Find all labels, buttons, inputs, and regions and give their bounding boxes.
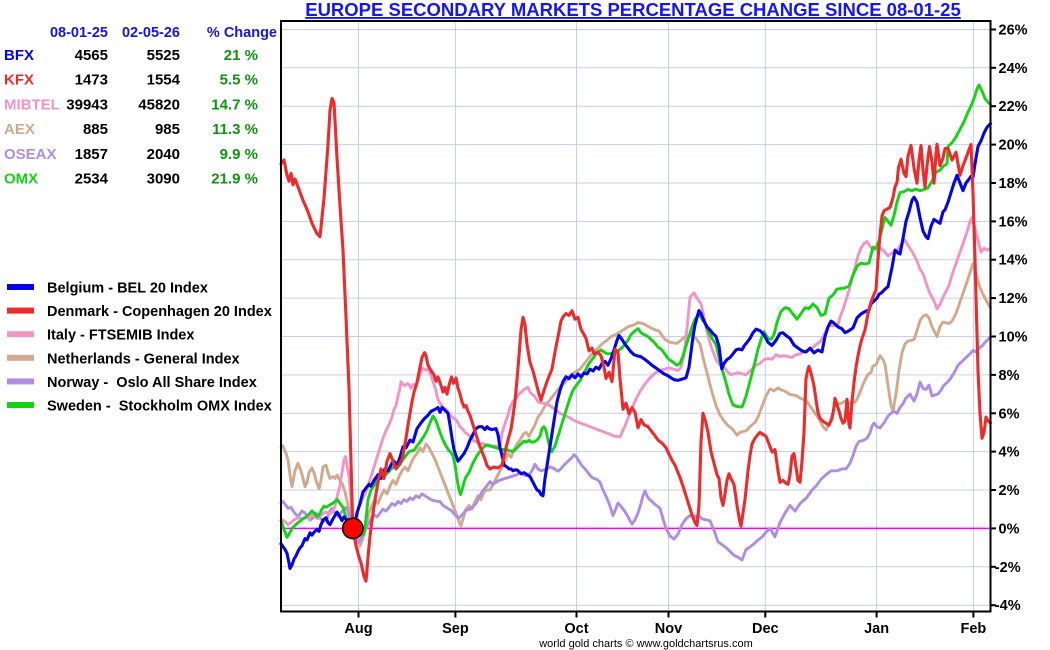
svg-text:5525: 5525 bbox=[147, 47, 180, 64]
svg-text:1473: 1473 bbox=[75, 72, 108, 89]
svg-text:21.9 %: 21.9 % bbox=[211, 171, 258, 188]
svg-text:KFX: KFX bbox=[4, 72, 34, 89]
svg-text:Sweden - Stockholm OMX Index: Sweden - Stockholm OMX Index bbox=[47, 399, 272, 415]
svg-text:6%: 6% bbox=[999, 406, 1020, 422]
svg-text:Oct: Oct bbox=[564, 621, 588, 637]
svg-text:2534: 2534 bbox=[75, 171, 109, 188]
svg-text:Nov: Nov bbox=[655, 621, 682, 637]
svg-text:14%: 14% bbox=[999, 253, 1028, 269]
svg-text:Sep: Sep bbox=[442, 621, 469, 637]
svg-text:20%: 20% bbox=[999, 138, 1028, 154]
svg-text:8%: 8% bbox=[999, 368, 1020, 384]
svg-text:BFX: BFX bbox=[4, 47, 34, 64]
svg-text:EUROPE SECONDARY MARKETS PERCE: EUROPE SECONDARY MARKETS PERCENTAGE CHAN… bbox=[305, 0, 961, 20]
svg-text:Netherlands - General Index: Netherlands - General Index bbox=[47, 351, 240, 367]
svg-text:MIBTEL: MIBTEL bbox=[4, 96, 60, 113]
svg-text:Belgium - BEL 20 Index: Belgium - BEL 20 Index bbox=[47, 281, 208, 297]
svg-text:world gold charts © www.goldch: world gold charts © www.goldchartsrus.co… bbox=[538, 638, 753, 650]
svg-text:-2%: -2% bbox=[995, 560, 1021, 576]
svg-text:16%: 16% bbox=[999, 214, 1028, 230]
svg-text:2040: 2040 bbox=[147, 146, 180, 163]
svg-text:10%: 10% bbox=[999, 330, 1028, 346]
svg-text:12%: 12% bbox=[999, 291, 1028, 307]
svg-text:4%: 4% bbox=[999, 445, 1020, 461]
svg-text:885: 885 bbox=[83, 121, 108, 138]
svg-text:14.7 %: 14.7 % bbox=[211, 96, 258, 113]
svg-text:3090: 3090 bbox=[147, 171, 180, 188]
svg-text:2%: 2% bbox=[999, 483, 1020, 499]
svg-text:Jan: Jan bbox=[864, 621, 889, 637]
svg-text:Aug: Aug bbox=[344, 621, 372, 637]
svg-text:08-01-25: 08-01-25 bbox=[50, 25, 108, 41]
svg-text:Norway - Oslo All Share Index: Norway - Oslo All Share Index bbox=[47, 375, 257, 391]
svg-text:Italy - FTSEMIB Index: Italy - FTSEMIB Index bbox=[47, 328, 194, 344]
svg-text:4565: 4565 bbox=[75, 47, 108, 64]
svg-text:39943: 39943 bbox=[66, 96, 108, 113]
svg-text:18%: 18% bbox=[999, 176, 1028, 192]
svg-text:21 %: 21 % bbox=[224, 47, 258, 64]
svg-text:5.5 %: 5.5 % bbox=[220, 72, 258, 89]
svg-text:985: 985 bbox=[155, 121, 180, 138]
svg-text:OSEAX: OSEAX bbox=[4, 146, 57, 163]
svg-text:% Change: % Change bbox=[207, 25, 277, 41]
svg-text:02-05-26: 02-05-26 bbox=[122, 25, 180, 41]
svg-text:45820: 45820 bbox=[138, 96, 180, 113]
svg-text:Denmark - Copenhagen 20 Index: Denmark - Copenhagen 20 Index bbox=[47, 304, 272, 320]
svg-text:26%: 26% bbox=[999, 23, 1028, 39]
svg-text:1554: 1554 bbox=[147, 72, 181, 89]
svg-text:Dec: Dec bbox=[752, 621, 779, 637]
svg-text:OMX: OMX bbox=[4, 171, 38, 188]
svg-text:1857: 1857 bbox=[75, 146, 108, 163]
svg-text:11.3 %: 11.3 % bbox=[212, 121, 258, 138]
svg-text:0%: 0% bbox=[999, 521, 1020, 537]
svg-text:-4%: -4% bbox=[995, 598, 1021, 614]
svg-text:9.9 %: 9.9 % bbox=[220, 146, 258, 163]
svg-text:AEX: AEX bbox=[4, 121, 35, 138]
svg-text:24%: 24% bbox=[999, 61, 1028, 77]
svg-text:22%: 22% bbox=[999, 99, 1028, 115]
svg-text:Feb: Feb bbox=[961, 621, 987, 637]
